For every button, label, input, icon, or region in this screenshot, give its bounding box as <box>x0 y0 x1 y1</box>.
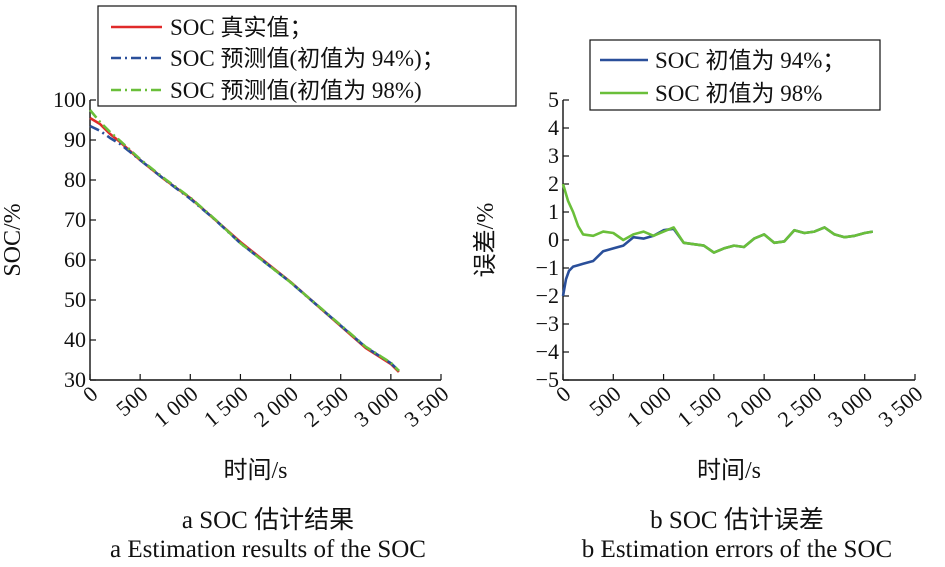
legend-label-1: SOC 真实值； <box>170 15 313 40</box>
y-tick-label: −2 <box>536 283 559 308</box>
y-tick-label: −3 <box>536 311 559 336</box>
y-tick-label: 70 <box>64 207 86 232</box>
x-tick-label: 1 000 <box>149 381 203 432</box>
x-tick-label: 3 000 <box>349 381 403 432</box>
legend-label-3: SOC 预测值(初值为 98%) <box>170 78 422 103</box>
legend: SOC 初值为 94%； SOC 初值为 98% <box>589 39 881 111</box>
x-tick-label: 3 500 <box>873 381 927 432</box>
y-tick-label: 5 <box>548 87 559 112</box>
x-tick-label: 500 <box>584 381 625 421</box>
x-tick-label: 3 000 <box>823 381 877 432</box>
y-tick-label: 4 <box>548 115 559 140</box>
legend-box <box>97 5 517 107</box>
x-tick-label: 1 000 <box>622 381 676 432</box>
x-axis-title: 时间/s <box>223 457 287 484</box>
x-tick-label: 3 500 <box>399 381 453 432</box>
y-tick-label: 40 <box>64 327 86 352</box>
legend-label-2: SOC 初值为 98% <box>655 81 822 106</box>
caption-b-cn: b SOC 估计误差 <box>650 507 824 534</box>
x-tick-label: 500 <box>111 381 152 421</box>
y-tick-label: −5 <box>536 367 559 392</box>
y-tick-label: 90 <box>64 127 86 152</box>
x-tick-label: 0 <box>551 381 575 407</box>
x-tick-label: 2 000 <box>723 381 777 432</box>
x-tick-label: 0 <box>78 381 102 407</box>
y-axis-title: 误差/% <box>472 203 499 278</box>
y-tick-label: 80 <box>64 167 86 192</box>
x-tick-label: 2 500 <box>773 381 827 432</box>
series-line-2 <box>561 183 874 254</box>
series-line-3 <box>89 109 400 372</box>
y-tick-label: −1 <box>536 255 559 280</box>
y-tick-label: 3 <box>548 143 559 168</box>
y-tick-label: 60 <box>64 247 86 272</box>
y-tick-label: 0 <box>548 227 559 252</box>
y-tick-label: 50 <box>64 287 86 312</box>
legend: SOC 真实值； SOC 预测值(初值为 94%)； SOC 预测值(初值为 98%… <box>97 5 517 107</box>
legend-box <box>589 39 881 111</box>
y-axis-title: SOC/% <box>0 203 26 276</box>
caption-a-en: a Estimation results of the SOC <box>110 536 426 563</box>
legend-label-1: SOC 初值为 94%； <box>655 48 845 73</box>
y-tick-label: 30 <box>64 367 86 392</box>
x-axis-title: 时间/s <box>697 457 761 484</box>
caption-a-cn: a SOC 估计结果 <box>181 507 355 534</box>
x-tick-label: 1 500 <box>672 381 726 432</box>
caption-b-en: b Estimation errors of the SOC <box>581 536 893 563</box>
y-tick-label: 1 <box>548 199 559 224</box>
y-tick-label: 100 <box>53 87 86 112</box>
y-tick-label: −4 <box>536 339 559 364</box>
x-tick-label: 2 500 <box>299 381 353 432</box>
x-tick-label: 1 500 <box>199 381 253 432</box>
series-line-1 <box>561 226 874 297</box>
x-tick-label: 2 000 <box>249 381 303 432</box>
y-tick-label: 2 <box>548 171 559 196</box>
legend-label-2: SOC 预测值(初值为 94%)； <box>170 46 445 71</box>
